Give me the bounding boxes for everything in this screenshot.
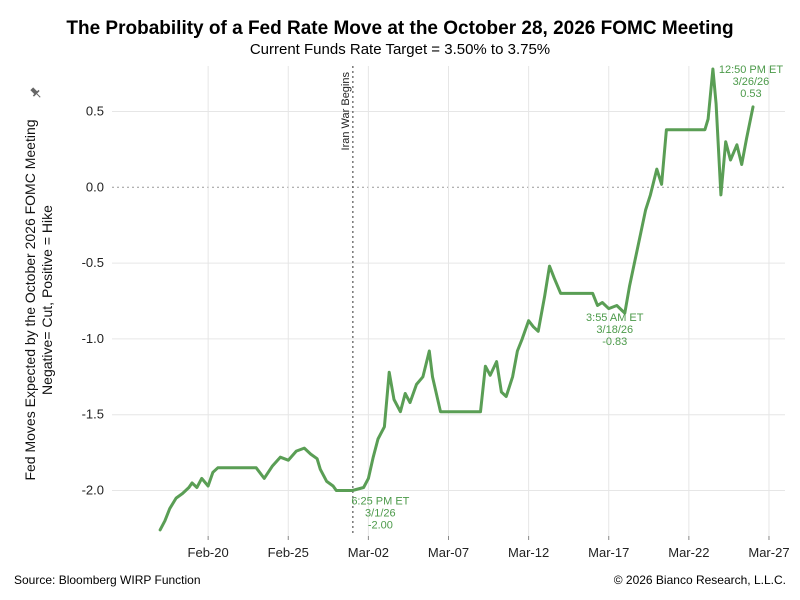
value-annotation: 6:25 PM ET 3/1/26 -2.00: [351, 496, 409, 532]
x-tick-label: Mar-22: [668, 545, 709, 560]
x-tick-label: Mar-27: [748, 545, 789, 560]
x-tick-label: Feb-20: [188, 545, 229, 560]
x-tick-label: Feb-25: [268, 545, 309, 560]
value-annotation: 12:50 PM ET 3/26/26 0.53: [719, 64, 783, 100]
x-tick-label: Mar-07: [428, 545, 469, 560]
copyright-note: © 2026 Bianco Research, L.L.C.: [613, 573, 786, 587]
pin-icon[interactable]: [29, 86, 43, 100]
y-axis-label-line1: Fed Moves Expected by the October 2026 F…: [22, 119, 38, 480]
event-marker: Iran War Begins: [340, 66, 354, 536]
x-tick-label: Mar-02: [348, 545, 389, 560]
annotations: 6:25 PM ET 3/1/26 -2.00 3:55 AM ET 3/18/26 -0…: [351, 64, 783, 532]
event-label: Iran War Begins: [340, 72, 352, 151]
y-tick-label: -1.0: [82, 331, 104, 346]
chart-subtitle: Current Funds Rate Target = 3.50% to 3.7…: [249, 41, 551, 58]
axes: 0.5 0.0 -0.5 -1.0 -1.5 -2.0 Feb-20 Feb-25 Mar-02…: [82, 103, 790, 560]
y-tick-label: -2.0: [82, 483, 104, 498]
value-annotation: 3:55 AM ET 3/18/26 -0.83: [586, 312, 644, 348]
x-tick-label: Mar-17: [588, 545, 629, 560]
source-note: Source: Bloomberg WIRP Function: [14, 573, 201, 587]
y-tick-label: -0.5: [82, 255, 104, 270]
y-axis-label-line2: Negative= Cut, Positive = Hike: [39, 205, 55, 395]
chart-title: The Probability of a Fed Rate Move at th…: [66, 18, 734, 39]
series-line: [158, 67, 755, 532]
y-tick-label: 0.5: [86, 103, 104, 118]
y-tick-label: 0.0: [86, 179, 104, 194]
grid: [112, 66, 785, 536]
series: [158, 67, 755, 532]
y-tick-label: -1.5: [82, 407, 104, 422]
x-tick-label: Mar-12: [508, 545, 549, 560]
